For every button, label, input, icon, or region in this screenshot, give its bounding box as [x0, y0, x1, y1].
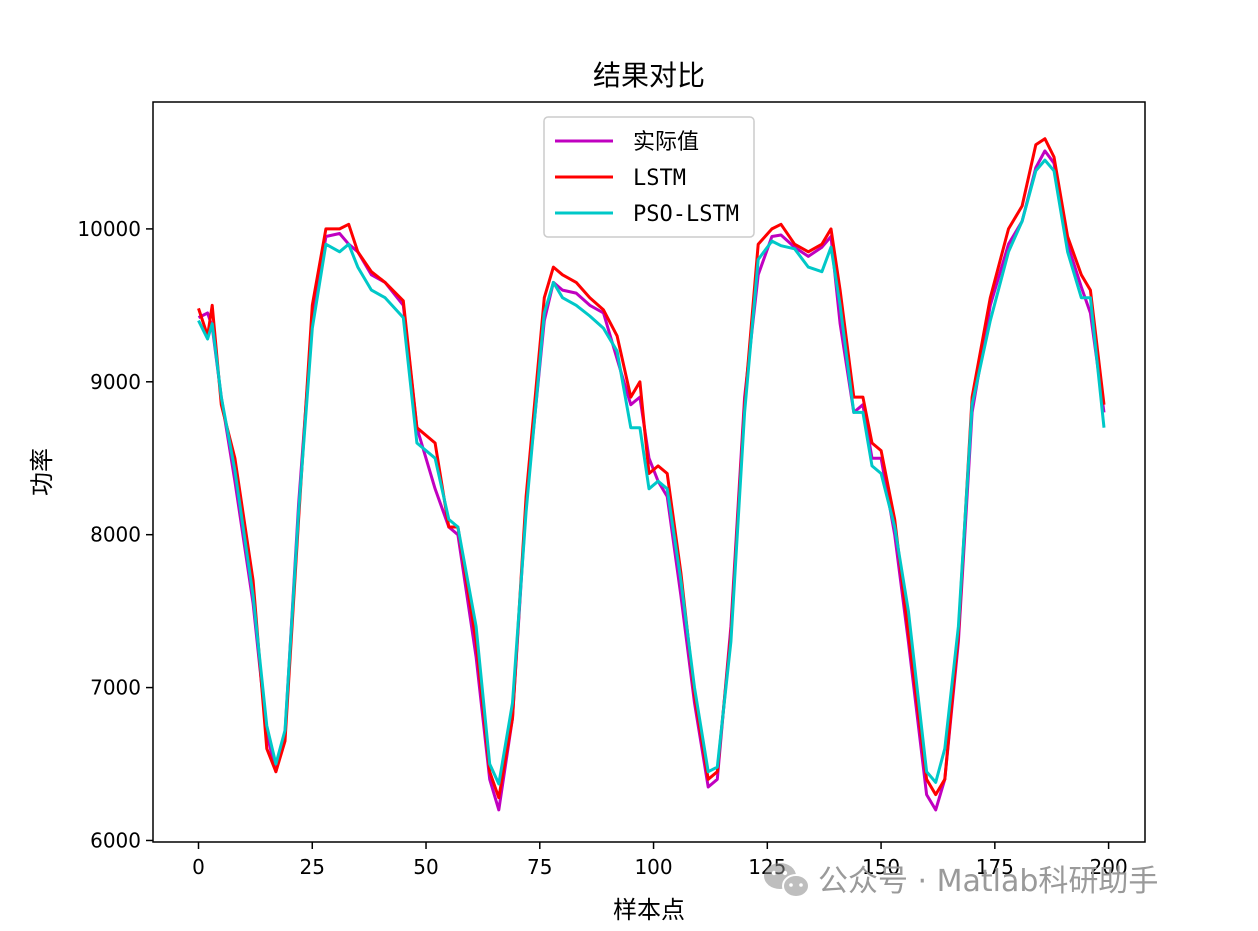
legend: 实际值 LSTM PSO-LSTM	[543, 116, 755, 238]
legend-label-lstm: LSTM	[633, 166, 686, 191]
x-tick-label: 25	[300, 855, 325, 879]
wechat-icon	[764, 863, 810, 898]
x-tick-label: 50	[413, 855, 438, 879]
watermark: 公众号 · Matlab科研助手	[764, 863, 1158, 899]
y-tick-label: 10000	[77, 217, 141, 241]
x-tick-label: 0	[192, 855, 205, 879]
legend-box	[543, 116, 755, 238]
axes-frame	[152, 101, 1146, 843]
plot-area	[152, 101, 1146, 843]
x-tick-label: 100	[634, 855, 672, 879]
x-tick-label: 175	[976, 855, 1014, 879]
series-line-lstm	[197, 137, 1106, 800]
x-tick-label: 150	[862, 855, 900, 879]
watermark-text: 公众号 · Matlab科研助手	[818, 864, 1158, 899]
x-axis-label: 样本点	[613, 896, 685, 924]
chart-title: 结果对比	[593, 59, 705, 92]
series-lines	[197, 137, 1106, 812]
legend-label-pso-lstm: PSO-LSTM	[633, 202, 739, 227]
y-axis-ticks: 6000 7000 8000 9000 10000	[77, 217, 153, 852]
y-tick-label: 9000	[90, 370, 141, 394]
y-tick-label: 8000	[90, 523, 141, 547]
y-tick-label: 7000	[90, 676, 141, 700]
legend-label-actual: 实际值	[633, 130, 699, 155]
x-tick-label: 75	[527, 855, 552, 879]
y-axis-label: 功率	[28, 448, 56, 496]
series-line-pso-lstm	[197, 158, 1106, 786]
y-tick-label: 6000	[90, 828, 141, 852]
x-tick-label: 200	[1090, 855, 1128, 879]
